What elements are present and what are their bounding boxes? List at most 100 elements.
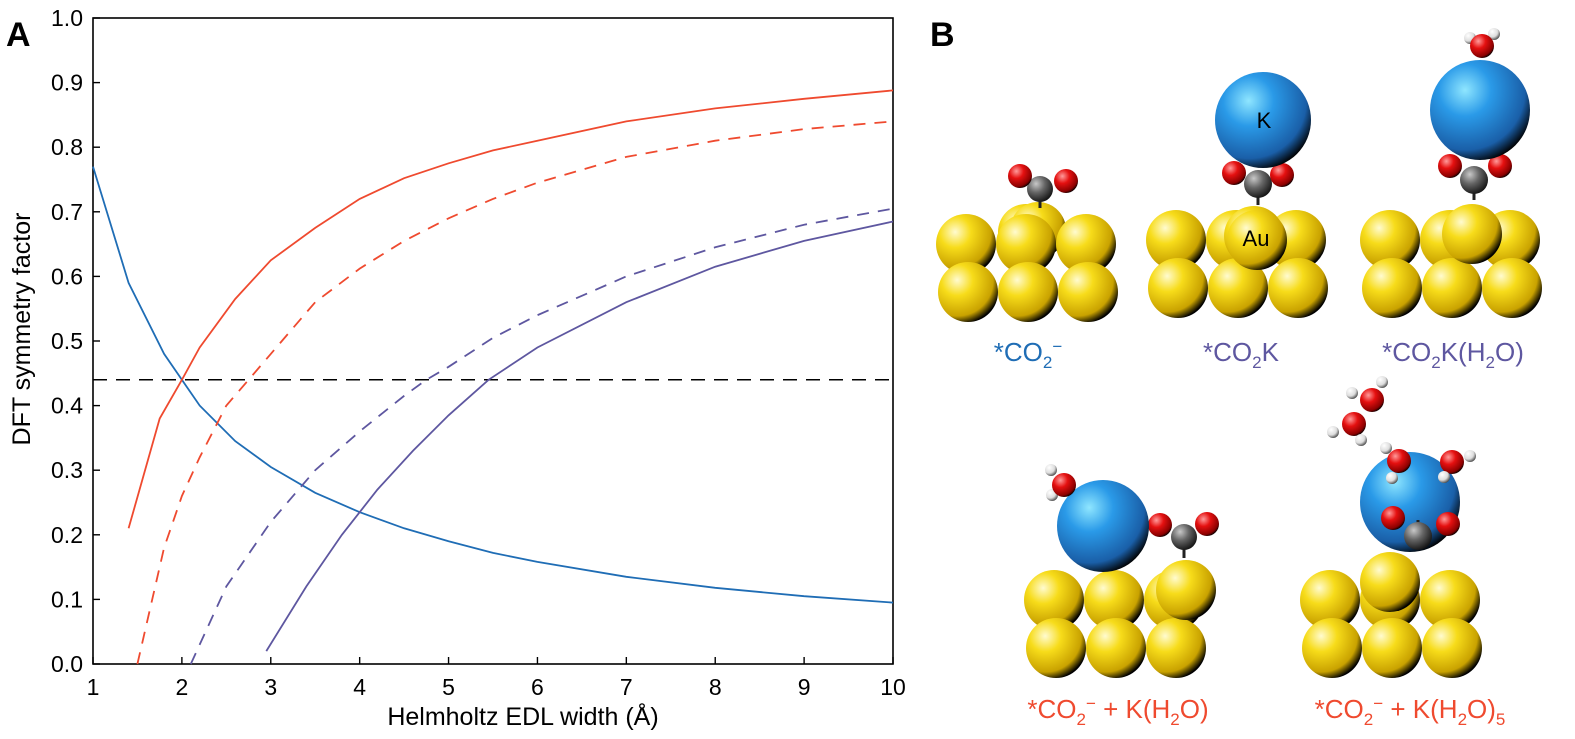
hydrogen-atom: [1045, 464, 1057, 476]
data-point: [270, 353, 272, 355]
series-4: [265, 220, 894, 652]
hydrogen-atom: [1464, 450, 1476, 462]
carbon-atom: [1460, 166, 1488, 194]
data-point: [181, 495, 183, 497]
carbon-atom: [1404, 522, 1432, 550]
oxygen-atom: [1148, 513, 1172, 537]
gold-atom: [1360, 210, 1420, 270]
oxygen-atom: [1360, 388, 1384, 412]
x-tick-label: 5: [442, 674, 455, 700]
data-point: [163, 353, 165, 355]
hydrogen-atom: [1376, 376, 1388, 388]
data-point: [270, 466, 272, 468]
gold-atom: [1084, 570, 1144, 630]
potassium-atom: [1360, 452, 1460, 552]
data-point: [314, 492, 316, 494]
series-line: [265, 220, 894, 652]
series-2: [136, 120, 894, 665]
gold-atom: [938, 262, 998, 322]
data-point: [625, 156, 627, 158]
label-part: O): [1495, 337, 1524, 367]
data-point: [492, 150, 494, 152]
gold-atom: [1146, 618, 1206, 678]
oxygen-atom: [1270, 163, 1294, 187]
data-point: [892, 121, 894, 123]
potassium-atom: [1215, 72, 1311, 168]
data-point: [199, 405, 201, 407]
data-point: [448, 162, 450, 164]
structure-label-4: *CO2− + K(H2O)5: [1315, 694, 1506, 729]
y-tick-label: 0.1: [51, 586, 83, 612]
data-point: [537, 314, 539, 316]
gold-atom: [936, 214, 996, 274]
label-part: *CO: [994, 337, 1043, 367]
panel-a-letter: A: [6, 16, 31, 54]
label-part: + K(H: [1096, 694, 1170, 724]
y-tick-label: 1.0: [51, 5, 83, 31]
data-point: [625, 276, 627, 278]
label-part: *CO: [1203, 337, 1252, 367]
gold-atom: [1148, 258, 1208, 318]
data-point: [234, 440, 236, 442]
label-part: −: [1373, 694, 1383, 713]
data-point: [403, 177, 405, 179]
data-point: [803, 240, 805, 242]
data-point: [537, 347, 539, 349]
data-point: [803, 128, 805, 130]
data-point: [128, 282, 130, 284]
oxygen-atom: [1470, 34, 1494, 58]
data-point: [159, 418, 161, 420]
gold-atom: [1268, 258, 1328, 318]
data-point: [714, 246, 716, 248]
gold-atom: [1058, 262, 1118, 322]
label-part: 2: [1458, 710, 1467, 729]
x-tick-label: 4: [353, 674, 366, 700]
y-tick-label: 0.2: [51, 522, 83, 548]
data-point: [359, 268, 361, 270]
structure-label-1: *CO2K: [1203, 337, 1280, 372]
label-part: 5: [1496, 710, 1505, 729]
data-point: [892, 90, 894, 92]
data-point: [412, 450, 414, 452]
data-point: [448, 540, 450, 542]
data-point: [803, 595, 805, 597]
data-point: [803, 98, 805, 100]
y-tick-label: 0.9: [51, 70, 83, 96]
y-tick-label: 0.8: [51, 134, 83, 160]
data-point: [225, 586, 227, 588]
gold-atom: [1156, 560, 1216, 620]
y-tick-label: 0.6: [51, 263, 83, 289]
data-point: [892, 208, 894, 210]
data-point: [403, 240, 405, 242]
hydrogen-atom: [1327, 426, 1339, 438]
data-point: [492, 552, 494, 554]
data-point: [537, 140, 539, 142]
panel-b-letter: B: [930, 16, 955, 54]
data-point: [625, 301, 627, 303]
data-point: [403, 527, 405, 529]
data-point: [359, 198, 361, 200]
label-part: 2: [1431, 353, 1440, 372]
data-point: [448, 414, 450, 416]
label-part: K: [1262, 337, 1280, 367]
gold-atom: [1420, 570, 1480, 630]
data-point: [892, 221, 894, 223]
adsorbate-structures: K Au: [936, 28, 1542, 678]
label-part: 2: [1486, 353, 1495, 372]
potassium-atom: [1057, 480, 1149, 572]
data-point: [488, 379, 490, 381]
data-point: [625, 121, 627, 123]
label-part: 2: [1252, 353, 1261, 372]
data-point: [341, 534, 343, 536]
gold-atom: [1146, 210, 1206, 270]
hydrogen-atom: [1355, 434, 1367, 446]
hydrogen-atom: [1380, 442, 1392, 454]
structure-label-0: *CO2−: [994, 337, 1063, 372]
gold-atom: [1024, 570, 1084, 630]
y-tick-label: 0.7: [51, 199, 83, 225]
x-tick-label: 2: [175, 674, 188, 700]
data-point: [714, 266, 716, 268]
data-point: [714, 108, 716, 110]
gold-atom: [1026, 618, 1086, 678]
